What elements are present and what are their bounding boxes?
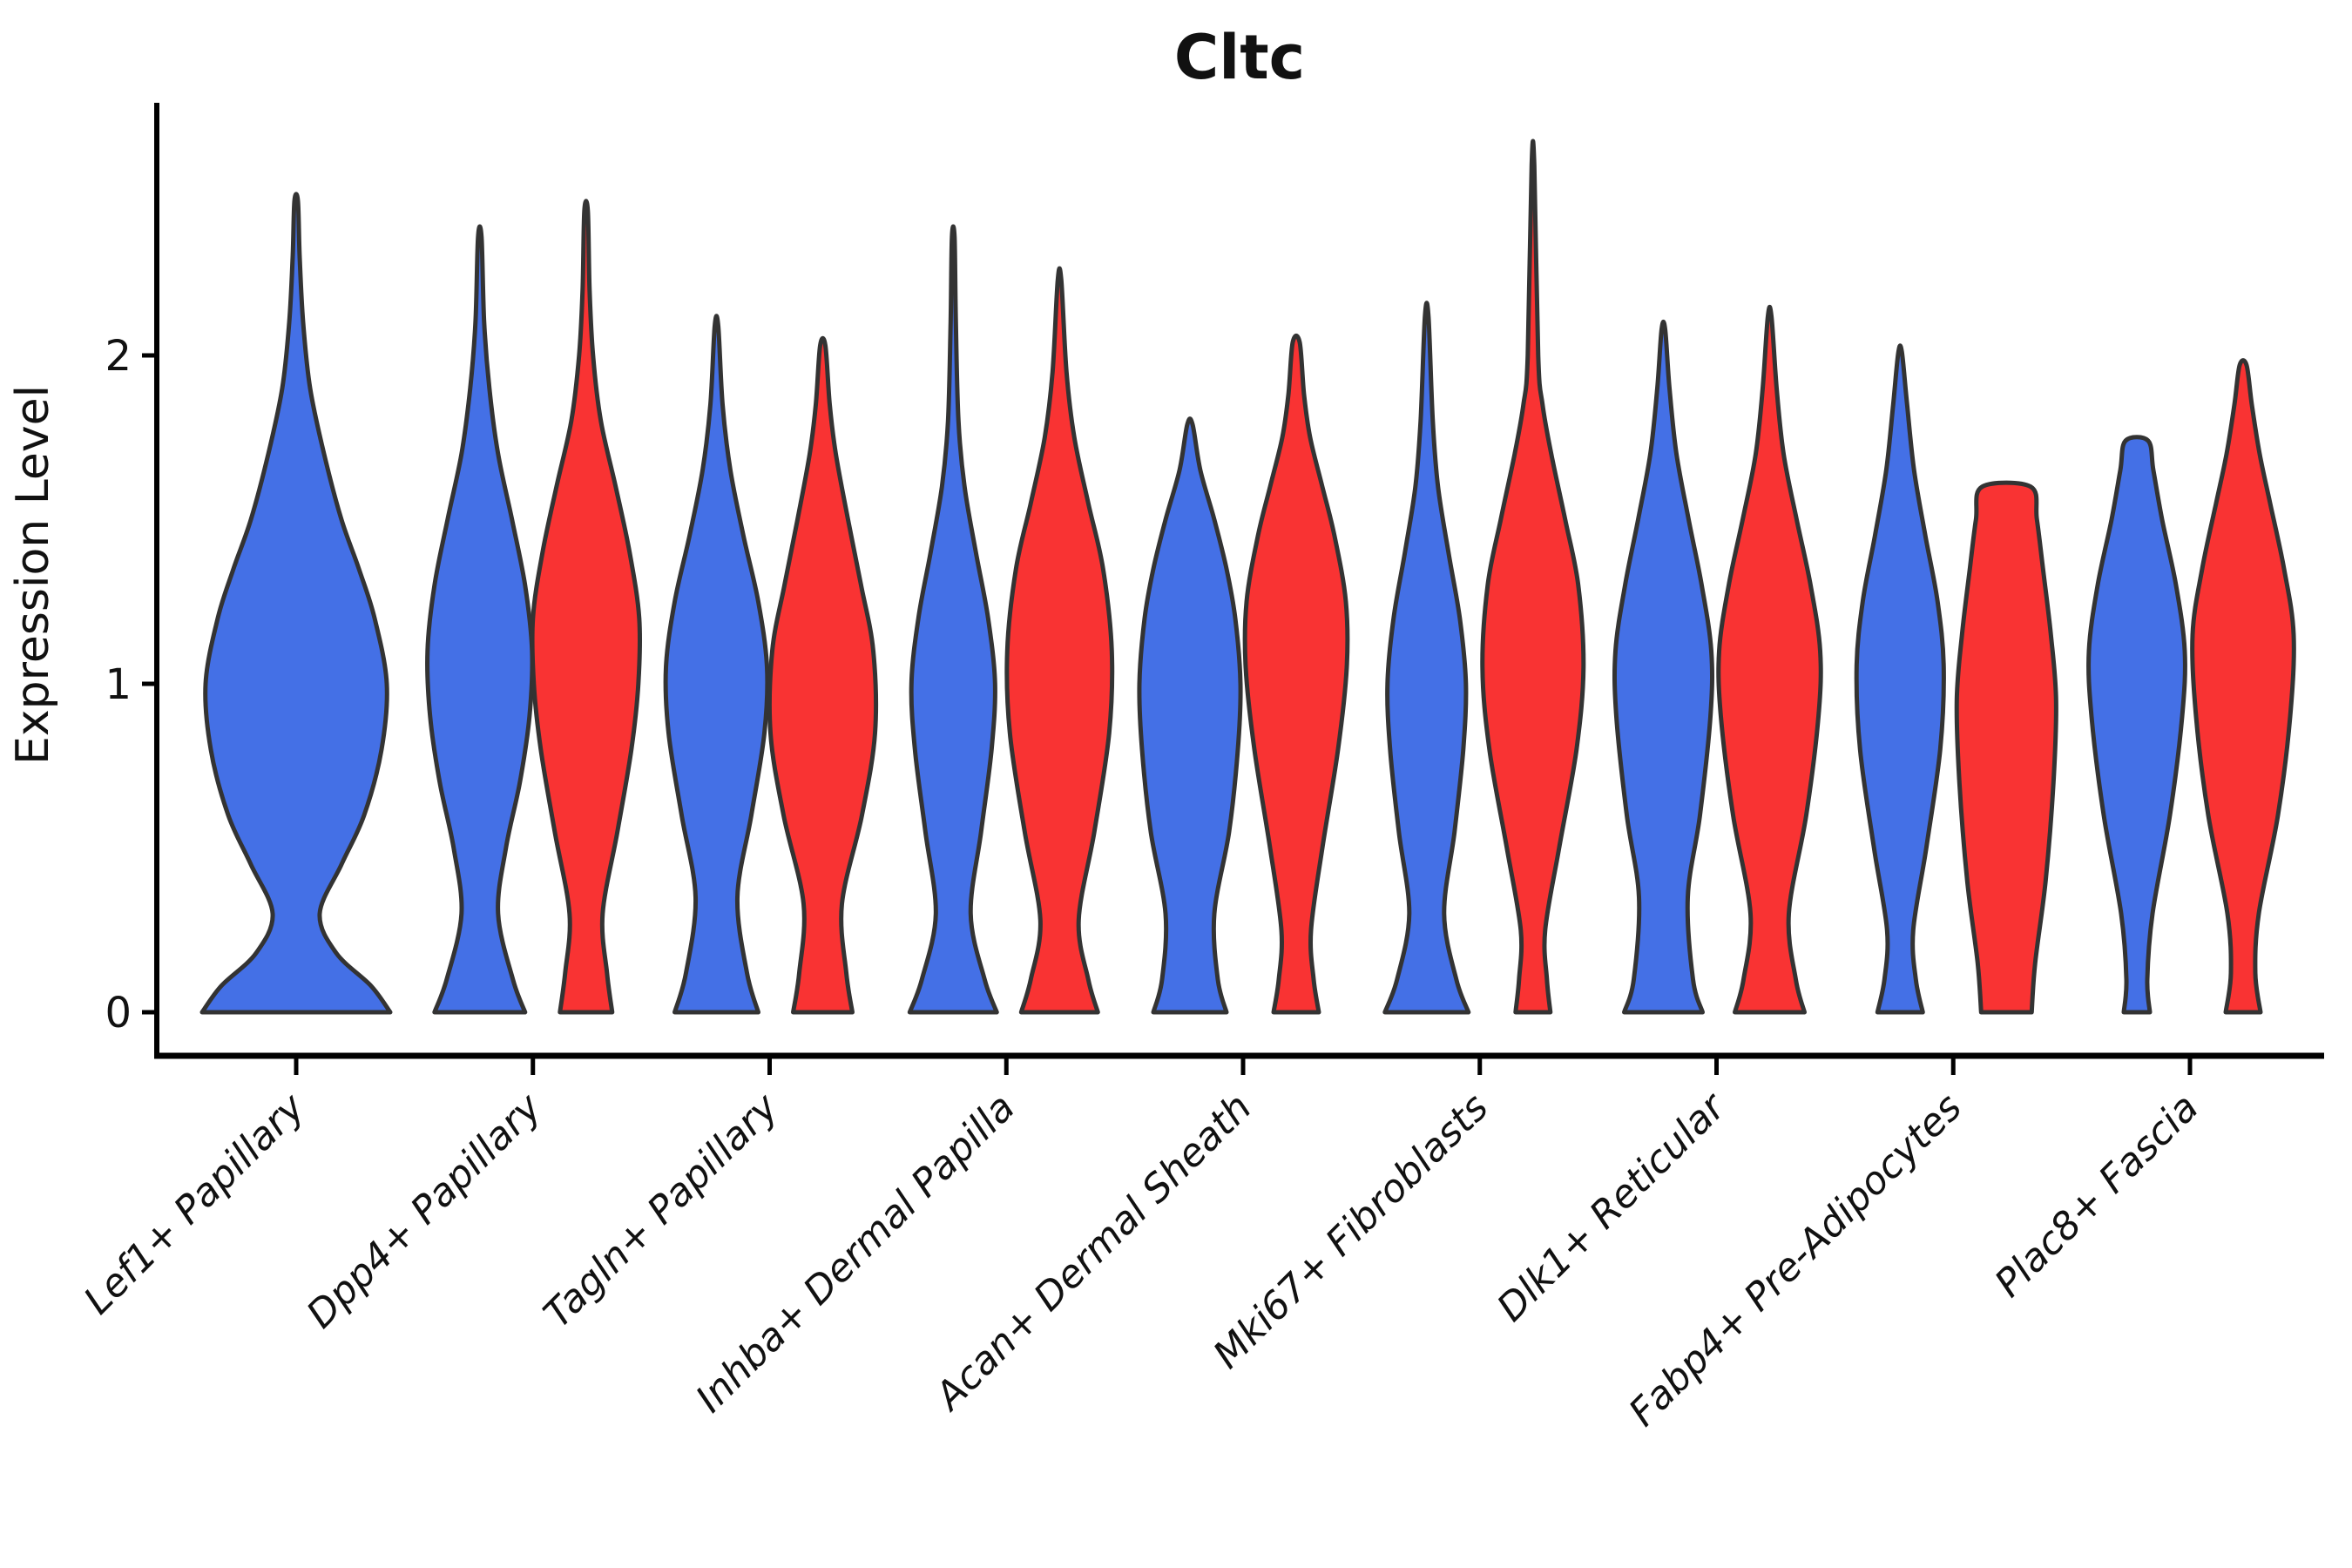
violin-red (1242, 333, 1350, 1015)
violins-layer (199, 139, 2296, 1015)
violin-blue (1612, 319, 1715, 1015)
violin-blue (2086, 435, 2187, 1015)
x-tick-label: Mki67+ Fibroblasts (1205, 1085, 1497, 1377)
y-axis-label: Expression Level (7, 385, 59, 765)
x-tick-label: Lef1+ Papillary (76, 1085, 314, 1323)
violin-blue (1137, 416, 1243, 1015)
violin-blue (425, 224, 535, 1015)
violin-red (2190, 358, 2296, 1015)
chart-title: Cltc (1174, 22, 1305, 93)
violin-blue (1382, 301, 1471, 1015)
violin-red (530, 199, 643, 1015)
violin-blue (907, 224, 999, 1015)
violin-red (1004, 266, 1115, 1015)
violin-red (1480, 139, 1586, 1015)
violin-blue (663, 314, 770, 1015)
y-tick-label: 0 (105, 989, 132, 1037)
y-tick-label: 2 (105, 332, 132, 381)
violin-blue (1854, 343, 1946, 1015)
y-tick-label: 1 (105, 660, 132, 709)
violin-red (1716, 304, 1823, 1015)
violin-red (767, 335, 879, 1015)
x-tick-label: Dlk1+ Reticular (1489, 1084, 1735, 1330)
x-tick-label: Tagln+ Papillary (536, 1085, 787, 1336)
violin-red (1954, 480, 2058, 1015)
violin-blue (199, 192, 393, 1015)
x-tick-label: Dpp4+ Papillary (298, 1085, 551, 1337)
x-tick-label: Plac8+ Fascia (1986, 1085, 2207, 1306)
